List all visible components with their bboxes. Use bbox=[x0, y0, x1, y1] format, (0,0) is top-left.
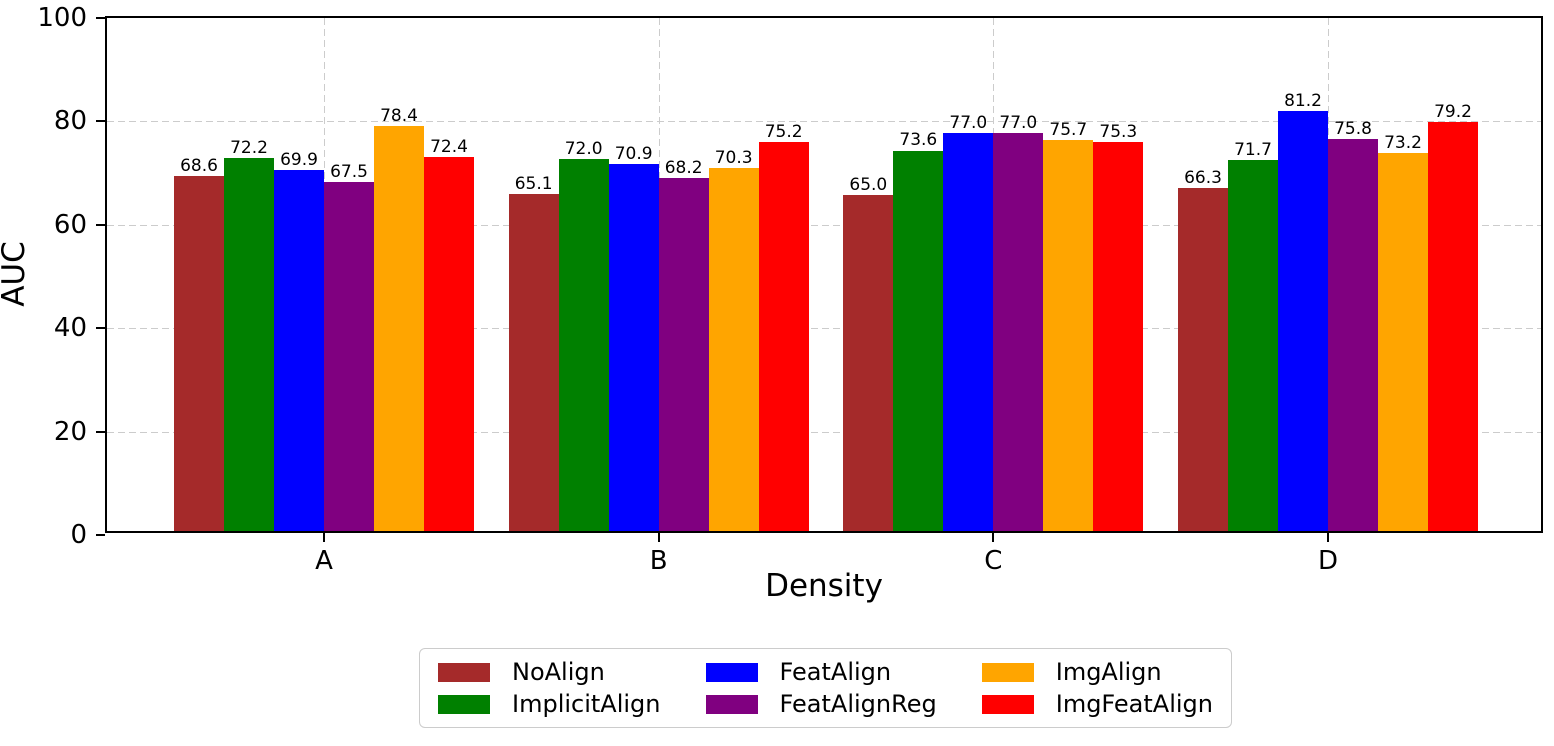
legend: NoAlign ImplicitAlign FeatAlign FeatAlignRe… bbox=[419, 648, 1232, 728]
y-tick-label: 80 bbox=[53, 106, 87, 137]
bar-value-label: 66.3 bbox=[1184, 168, 1222, 189]
y-gridline bbox=[107, 121, 1541, 123]
bar-ImgFeatAlign-D bbox=[1428, 121, 1478, 531]
bar-value-label: 81.2 bbox=[1284, 91, 1322, 112]
legend-label: FeatAlign bbox=[779, 658, 892, 686]
legend-item-ImgAlign: ImgAlign bbox=[981, 657, 1213, 687]
bar-FeatAlignReg-D bbox=[1328, 139, 1378, 531]
y-axis-label: AUC bbox=[0, 241, 32, 307]
bar-FeatAlign-A bbox=[274, 169, 324, 531]
bar-NoAlign-A bbox=[174, 176, 224, 531]
bar-value-label: 65.0 bbox=[849, 174, 888, 195]
y-tick-label: 60 bbox=[53, 209, 87, 240]
bar-value-label: 77.0 bbox=[999, 112, 1038, 133]
bar-FeatAlignReg-A bbox=[324, 182, 374, 531]
x-tick-mark bbox=[323, 533, 325, 542]
legend-swatch-ImplicitAlign bbox=[438, 694, 490, 714]
bar-value-label: 75.8 bbox=[1334, 119, 1372, 140]
bar-NoAlign-D bbox=[1178, 188, 1228, 531]
bar-value-label: 72.2 bbox=[230, 137, 268, 158]
y-tick-label: 100 bbox=[37, 3, 87, 33]
y-gridline bbox=[107, 328, 1541, 330]
bar-value-label: 70.3 bbox=[714, 147, 753, 168]
y-tick-label: 0 bbox=[70, 520, 87, 550]
y-gridline bbox=[107, 431, 1541, 433]
x-axis-label: Density bbox=[765, 568, 883, 604]
bar-ImgAlign-D bbox=[1378, 152, 1428, 531]
y-tick-label: 20 bbox=[53, 416, 87, 447]
legend-label: FeatAlignReg bbox=[779, 690, 937, 718]
bar-ImplicitAlign-D bbox=[1228, 160, 1278, 531]
bar-value-label: 72.4 bbox=[430, 136, 468, 157]
legend-swatch-FeatAlignReg bbox=[705, 694, 758, 714]
bar-value-label: 71.7 bbox=[1234, 140, 1272, 161]
y-gridline bbox=[107, 224, 1541, 226]
bar-value-label: 67.5 bbox=[330, 162, 368, 183]
x-tick-label: D bbox=[1317, 546, 1339, 576]
bar-value-label: 73.2 bbox=[1384, 132, 1422, 153]
y-tick-mark bbox=[96, 223, 105, 226]
y-tick-mark bbox=[96, 430, 105, 433]
legend-label: ImgFeatAlign bbox=[1055, 690, 1213, 718]
legend-item-FeatAlignReg: FeatAlignReg bbox=[705, 689, 937, 719]
bar-ImgFeatAlign-C bbox=[1093, 141, 1144, 531]
bar-ImgFeatAlign-A bbox=[424, 156, 474, 531]
legend-swatch-FeatAlign bbox=[705, 662, 758, 682]
bar-ImplicitAlign-B bbox=[558, 158, 609, 531]
bar-value-label: 68.2 bbox=[664, 158, 703, 179]
x-tick-mark bbox=[657, 533, 660, 542]
legend-item-ImgFeatAlign: ImgFeatAlign bbox=[981, 689, 1213, 719]
plot-area: 68.6 72.2 69.9 67.5 78.4 72.4 65.1 72.0 70.9 68.2… bbox=[37, 5, 1543, 576]
y-tick-mark bbox=[96, 17, 105, 19]
bar-value-label: 78.4 bbox=[380, 105, 418, 126]
x-tick-mark bbox=[992, 533, 995, 542]
bar-value-label: 75.2 bbox=[764, 122, 803, 143]
bar-FeatAlign-B bbox=[608, 164, 659, 531]
legend-label: NoAlign bbox=[512, 658, 605, 686]
bar-value-label: 68.6 bbox=[180, 156, 218, 177]
bar-value-label: 72.0 bbox=[564, 138, 603, 159]
x-tick-label: A bbox=[315, 546, 333, 576]
x-tick-label: C bbox=[984, 546, 1003, 576]
legend-label: ImplicitAlign bbox=[512, 690, 661, 718]
bar-FeatAlign-C bbox=[943, 132, 994, 531]
bar-ImgAlign-C bbox=[1043, 139, 1094, 531]
x-tick-label: B bbox=[649, 546, 668, 576]
bar-value-label: 75.3 bbox=[1099, 121, 1138, 142]
bar-value-label: 77.0 bbox=[949, 112, 988, 133]
legend-item-FeatAlign: FeatAlign bbox=[705, 657, 937, 687]
y-tick-mark bbox=[96, 120, 105, 123]
bar-ImgAlign-B bbox=[708, 167, 759, 531]
bar-NoAlign-B bbox=[508, 194, 559, 531]
bar-FeatAlignReg-C bbox=[993, 132, 1044, 531]
y-tick-label: 40 bbox=[53, 313, 87, 344]
bar-ImgFeatAlign-B bbox=[758, 142, 809, 531]
legend-swatch-ImgAlign bbox=[981, 662, 1034, 682]
bar-value-label: 65.1 bbox=[514, 174, 553, 195]
bar-ImplicitAlign-C bbox=[893, 150, 944, 531]
bar-NoAlign-C bbox=[843, 194, 894, 531]
y-tick-mark bbox=[96, 327, 105, 330]
y-tick-mark bbox=[96, 534, 105, 536]
bar-FeatAlignReg-B bbox=[658, 178, 709, 531]
bar-FeatAlign-D bbox=[1278, 111, 1328, 531]
legend-swatch-ImgFeatAlign bbox=[981, 694, 1034, 714]
legend-item-ImplicitAlign: ImplicitAlign bbox=[438, 689, 661, 719]
bar-value-label: 79.2 bbox=[1434, 101, 1472, 122]
bar-ImgAlign-A bbox=[374, 125, 424, 531]
x-tick-mark bbox=[1327, 533, 1329, 542]
bar-value-label: 73.6 bbox=[899, 130, 938, 151]
legend-item-NoAlign: NoAlign bbox=[438, 657, 661, 687]
bar-value-label: 75.7 bbox=[1049, 119, 1088, 140]
bar-ImplicitAlign-A bbox=[224, 157, 274, 531]
legend-label: ImgAlign bbox=[1055, 658, 1162, 686]
legend-swatch-NoAlign bbox=[438, 662, 490, 682]
bar-value-label: 70.9 bbox=[614, 144, 653, 165]
bar-value-label: 69.9 bbox=[280, 149, 318, 170]
